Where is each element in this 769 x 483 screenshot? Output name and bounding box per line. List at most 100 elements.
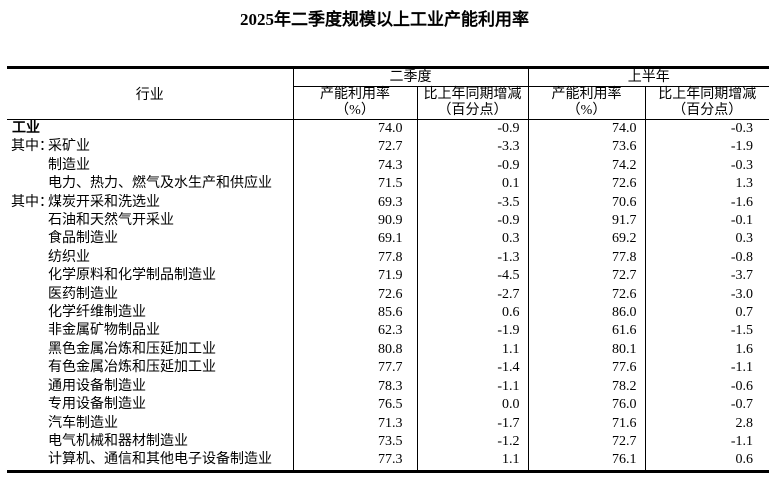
header-group-h1: 上半年: [527, 67, 769, 87]
industry-cell: 其中： 采矿业: [7, 138, 293, 156]
value-cell: 72.7: [527, 267, 645, 286]
industry-name: 制造业: [48, 157, 90, 173]
row-prefix: 其中：: [11, 139, 53, 155]
value-cell: -1.1: [644, 432, 769, 452]
industry-cell: 医药制造业: [7, 286, 293, 304]
value-cell: -0.3: [644, 156, 769, 176]
value-cell: 0.7: [644, 304, 769, 323]
industry-name: 计算机、通信和其他电子设备制造业: [48, 452, 272, 468]
header-h1-rate-line2: （%）: [566, 103, 607, 118]
header-group-row: 行业 二季度 上半年: [7, 67, 769, 103]
value-cell: -0.7: [644, 396, 769, 415]
value-cell: 69.3: [292, 193, 417, 213]
industry-cell: 化学纤维制造业: [7, 304, 293, 322]
industry-cell: 其中： 煤炭开采和洗选业: [7, 194, 293, 212]
value-cell: 1.6: [644, 340, 769, 360]
value-cell: 73.5: [292, 432, 417, 452]
value-cell: -0.6: [644, 377, 769, 397]
industry-cell: 非金属矿物制品业: [7, 322, 293, 340]
industry-name: 食品制造业: [48, 231, 118, 247]
value-cell: 71.6: [527, 414, 645, 433]
value-cell: 71.5: [292, 175, 417, 194]
table-row: 汽车制造业 71.3 -1.7 71.6 2.8: [7, 414, 769, 433]
industry-name: 化学纤维制造业: [48, 305, 146, 321]
value-cell: 72.6: [292, 285, 417, 305]
header-q2-change-line1: 比上年同期增减: [423, 87, 522, 102]
table-row: 有色金属冶炼和压延加工业 77.7 -1.4 77.6 -1.1: [7, 359, 769, 378]
header-h1-rate: 产能利用率 （%）: [527, 86, 645, 120]
header-q2-rate-line2: （%）: [335, 103, 375, 118]
header-h1-change: 比上年同期增减 （百分点）: [644, 86, 769, 120]
value-cell: 61.6: [527, 322, 645, 341]
value-cell: -0.1: [644, 212, 769, 231]
header-q2-change: 比上年同期增减 （百分点）: [416, 86, 528, 120]
value-cell: 90.9: [292, 212, 417, 231]
capacity-utilization-table: 行业 二季度 上半年 产能利用率 （%） 比上年同期增减 （百分点） 产能利用率…: [7, 66, 769, 473]
industry-name: 专用设备制造业: [48, 397, 146, 413]
table-row: 电气机械和器材制造业 73.5 -1.2 72.7 -1.1: [7, 432, 769, 452]
industry-name: 汽车制造业: [48, 415, 118, 431]
header-industry: 行业: [135, 88, 164, 103]
industry-cell: 工业: [7, 119, 293, 139]
industry-cell: 化学原料和化学制品制造业: [7, 267, 293, 285]
table-row: 化学原料和化学制品制造业 71.9 -4.5 72.7 -3.7: [7, 267, 769, 286]
value-cell: -1.1: [416, 377, 528, 397]
header-q2-rate-line1: 产能利用率: [320, 87, 390, 102]
value-cell: 1.1: [416, 340, 528, 360]
row-prefix: 其中：: [11, 194, 53, 210]
industry-cell: 汽车制造业: [7, 415, 293, 433]
value-cell: 0.6: [644, 451, 769, 472]
value-cell: -1.3: [416, 248, 528, 268]
value-cell: 72.6: [527, 175, 645, 194]
table-row: 计算机、通信和其他电子设备制造业 77.3 1.1 76.1 0.6: [7, 451, 769, 472]
table-row: 纺织业 77.8 -1.3 77.8 -0.8: [7, 248, 769, 268]
header-h1-change-line1: 比上年同期增减: [658, 87, 757, 102]
value-cell: 2.8: [644, 414, 769, 433]
table-row: 食品制造业 69.1 0.3 69.2 0.3: [7, 230, 769, 249]
table-row: 非金属矿物制品业 62.3 -1.9 61.6 -1.5: [7, 322, 769, 341]
value-cell: -1.1: [644, 359, 769, 378]
industry-name: 纺织业: [48, 249, 90, 265]
page-title: 2025年二季度规模以上工业产能利用率: [240, 10, 529, 29]
industry-cell: 纺织业: [7, 249, 293, 267]
value-cell: 0.3: [644, 230, 769, 249]
header-sub-row: 产能利用率 （%） 比上年同期增减 （百分点） 产能利用率 （%） 比上年同期增…: [7, 86, 769, 120]
table-row: 专用设备制造业 76.5 0.0 76.0 -0.7: [7, 396, 769, 415]
header-q2-change-line2: （百分点）: [437, 103, 508, 118]
table-row: 黑色金属冶炼和压延加工业 80.8 1.1 80.1 1.6: [7, 340, 769, 360]
value-cell: -0.9: [416, 119, 528, 139]
table-row: 电力、热力、燃气及水生产和供应业 71.5 0.1 72.6 1.3: [7, 175, 769, 194]
industry-name: 通用设备制造业: [48, 378, 146, 394]
value-cell: 0.3: [416, 230, 528, 249]
value-cell: 74.0: [527, 119, 645, 139]
value-cell: -3.3: [416, 138, 528, 157]
value-cell: 72.7: [527, 432, 645, 452]
value-cell: 86.0: [527, 304, 645, 323]
table-row: 化学纤维制造业 85.6 0.6 86.0 0.7: [7, 304, 769, 323]
industry-cell: 食品制造业: [7, 230, 293, 248]
value-cell: -2.7: [416, 285, 528, 305]
value-cell: 1.1: [416, 451, 528, 472]
value-cell: 78.2: [527, 377, 645, 397]
value-cell: 72.6: [527, 285, 645, 305]
industry-name: 工业: [12, 121, 40, 136]
value-cell: 76.1: [527, 451, 645, 472]
value-cell: 77.8: [527, 248, 645, 268]
value-cell: 74.0: [292, 119, 417, 139]
industry-cell: 通用设备制造业: [7, 378, 293, 396]
table-row: 通用设备制造业 78.3 -1.1 78.2 -0.6: [7, 377, 769, 397]
value-cell: -1.2: [416, 432, 528, 452]
table-row: 石油和天然气开采业 90.9 -0.9 91.7 -0.1: [7, 212, 769, 231]
industry-cell: 有色金属冶炼和压延加工业: [7, 359, 293, 377]
table-row: 其中： 采矿业 72.7 -3.3 73.6 -1.9: [7, 138, 769, 157]
value-cell: -0.9: [416, 212, 528, 231]
value-cell: 80.8: [292, 340, 417, 360]
industry-cell: 黑色金属冶炼和压延加工业: [7, 341, 293, 359]
value-cell: 77.3: [292, 451, 417, 472]
value-cell: 71.3: [292, 414, 417, 433]
industry-name: 非金属矿物制品业: [48, 323, 160, 339]
value-cell: 76.5: [292, 396, 417, 415]
value-cell: 0.6: [416, 304, 528, 323]
industry-cell: 专用设备制造业: [7, 396, 293, 414]
value-cell: -3.5: [416, 193, 528, 213]
